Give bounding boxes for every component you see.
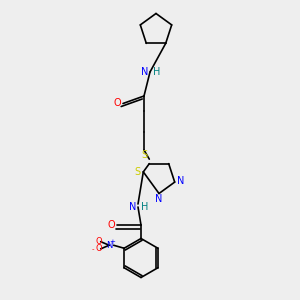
Text: O: O bbox=[95, 237, 102, 246]
Text: O: O bbox=[113, 98, 121, 109]
Text: +: + bbox=[109, 239, 115, 245]
Text: N: N bbox=[141, 67, 148, 77]
Text: S: S bbox=[134, 167, 140, 177]
Text: N: N bbox=[155, 194, 163, 205]
Text: -: - bbox=[92, 246, 94, 252]
Text: H: H bbox=[141, 202, 148, 212]
Text: O: O bbox=[95, 244, 102, 253]
Text: N: N bbox=[129, 202, 136, 212]
Text: N: N bbox=[106, 241, 112, 250]
Text: S: S bbox=[141, 149, 147, 160]
Text: O: O bbox=[107, 220, 115, 230]
Text: H: H bbox=[153, 67, 160, 77]
Text: N: N bbox=[177, 176, 184, 186]
